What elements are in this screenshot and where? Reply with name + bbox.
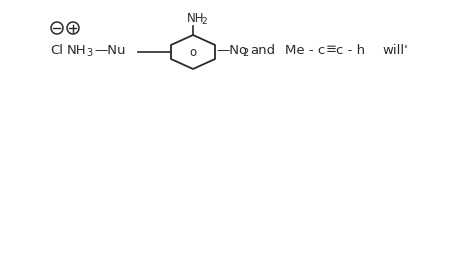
- Text: and: and: [250, 43, 275, 57]
- Text: Cl: Cl: [50, 43, 63, 57]
- Text: ≡: ≡: [326, 43, 337, 57]
- Text: c - h: c - h: [336, 43, 365, 57]
- Text: —Nu: —Nu: [94, 43, 126, 57]
- Text: NH: NH: [187, 13, 204, 25]
- Text: NH: NH: [67, 43, 87, 57]
- Text: o: o: [190, 45, 197, 59]
- Text: 3: 3: [86, 48, 92, 58]
- Text: will': will': [382, 43, 408, 57]
- Text: 2: 2: [201, 17, 207, 26]
- Text: 2: 2: [242, 48, 248, 58]
- Text: Me - c: Me - c: [285, 43, 325, 57]
- Text: —No: —No: [216, 43, 247, 57]
